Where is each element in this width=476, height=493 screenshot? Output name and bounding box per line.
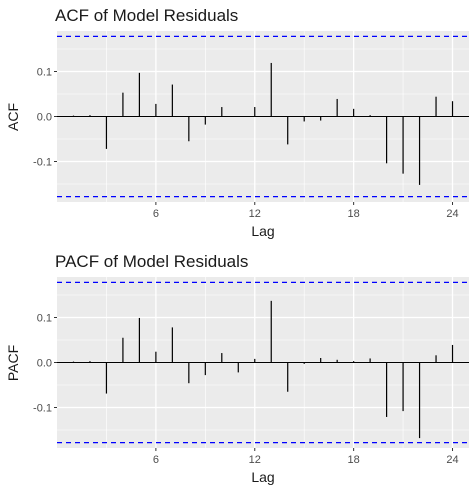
pacf-x-tick-label: 6 [153, 454, 159, 466]
acf-y-tick-label: -0.1 [33, 157, 52, 169]
acf-bars [54, 62, 469, 205]
acf-x-tick-label: 18 [348, 208, 360, 220]
acf-y-axis-title: ACF [5, 103, 21, 131]
acf-x-tick-label: 24 [446, 208, 458, 220]
acf-x-tick-label: 12 [249, 208, 261, 220]
acf-chart-title: ACF of Model Residuals [55, 6, 238, 25]
acf-y-tick-label: 0.0 [37, 112, 52, 124]
pacf-chart-title: PACF of Model Residuals [55, 252, 248, 271]
pacf-x-axis-title: Lag [251, 469, 274, 485]
acf-y-tick-label: 0.1 [37, 67, 52, 79]
pacf-y-tick-label: 0.0 [37, 358, 52, 370]
pacf-x-tick-label: 12 [249, 454, 261, 466]
pacf-confidence-bounds [57, 281, 469, 444]
acf-x-tick-label: 6 [153, 208, 159, 220]
pacf-x-tick-label: 18 [348, 454, 360, 466]
pacf-ticks: -0.1 0.0 0.1 6 12 18 24 [33, 313, 459, 467]
pacf-x-tick-label: 24 [446, 454, 458, 466]
pacf-y-tick-label: -0.1 [33, 403, 52, 415]
pacf-chart: PACF of Model Residuals -0.1 0.0 0.1 6 1… [5, 252, 469, 485]
acf-x-axis-title: Lag [251, 223, 274, 239]
acf-confidence-bounds [57, 35, 469, 198]
acf-ticks: -0.1 0.0 0.1 6 12 18 24 [33, 67, 459, 221]
pacf-y-tick-label: 0.1 [37, 313, 52, 325]
pacf-y-axis-title: PACF [5, 345, 21, 381]
pacf-bars [54, 300, 469, 451]
acf-chart: ACF of Model Residuals -0.1 0.0 0.1 6 12… [5, 6, 469, 239]
